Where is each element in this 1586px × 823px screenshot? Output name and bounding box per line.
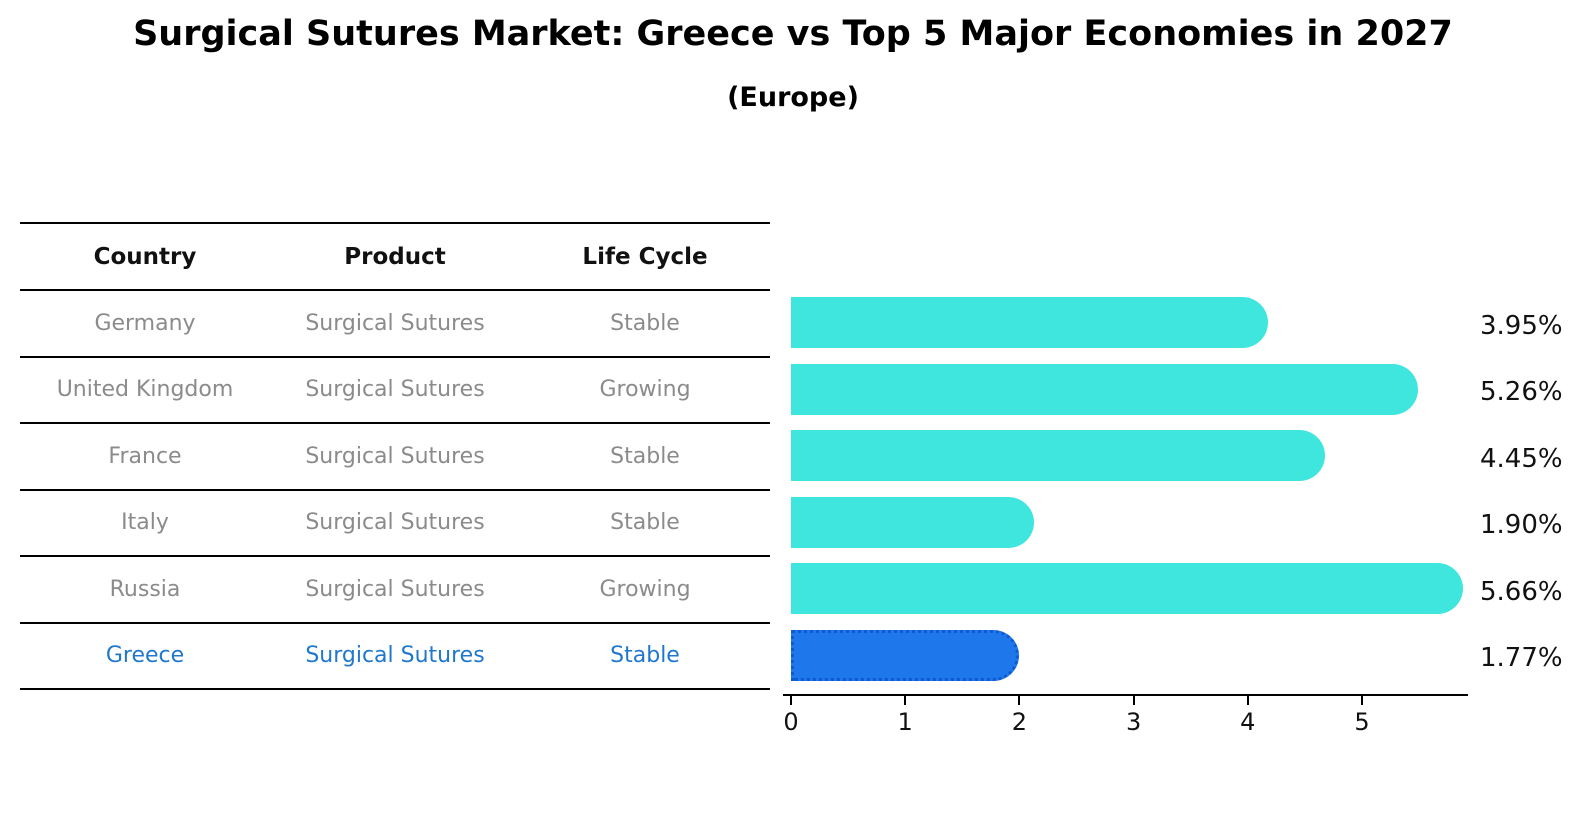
cell-product: Surgical Sutures bbox=[305, 643, 485, 669]
x-tick-label: 0 bbox=[783, 708, 799, 736]
cell-product: Surgical Sutures bbox=[305, 576, 485, 602]
x-tick-label: 1 bbox=[897, 708, 913, 736]
chart-title: Surgical Sutures Market: Greece vs Top 5… bbox=[133, 14, 1453, 54]
summary-table: Country Product Life Cycle Germany Surgic… bbox=[20, 222, 770, 690]
cell-life-cycle: Growing bbox=[599, 377, 691, 403]
cell-product: Surgical Sutures bbox=[305, 443, 485, 469]
x-tick-label: 2 bbox=[1011, 708, 1028, 736]
cell-life-cycle: Stable bbox=[610, 643, 680, 669]
x-tick-mark bbox=[904, 696, 907, 705]
bar-united-kingdom bbox=[791, 363, 1418, 415]
x-tick-mark bbox=[1361, 696, 1363, 705]
cell-product: Surgical Sutures bbox=[305, 377, 485, 403]
bar-greece bbox=[791, 629, 1020, 681]
value-label-italy: 1.90% bbox=[1480, 510, 1563, 540]
cell-life-cycle: Stable bbox=[610, 443, 680, 469]
x-tick-mark bbox=[1246, 696, 1249, 705]
x-tick-mark bbox=[1018, 696, 1021, 705]
table-row-germany: Germany Surgical Sutures Stable bbox=[20, 291, 770, 358]
value-label-germany: 3.95% bbox=[1480, 310, 1563, 341]
column-header-life-cycle: Life Cycle bbox=[582, 243, 708, 270]
cell-product: Surgical Sutures bbox=[305, 510, 485, 536]
bar-italy bbox=[791, 496, 1034, 548]
x-tick-mark bbox=[1132, 696, 1135, 705]
table-header-row: Country Product Life Cycle bbox=[20, 222, 770, 291]
table-row-france: France Surgical Sutures Stable bbox=[20, 424, 770, 491]
x-tick-label: 5 bbox=[1354, 708, 1370, 736]
cell-country: Russia bbox=[109, 576, 181, 602]
bar-france bbox=[791, 430, 1326, 481]
chart-subtitle: (Europe) bbox=[727, 82, 859, 113]
column-header-country: Country bbox=[93, 243, 197, 270]
table-row-italy: Italy Surgical Sutures Stable bbox=[20, 491, 770, 557]
x-tick-mark bbox=[790, 696, 792, 705]
cell-country: Greece bbox=[105, 643, 185, 669]
bar-russia bbox=[791, 563, 1464, 614]
table-row-united-kingdom: United Kingdom Surgical Sutures Growing bbox=[20, 358, 770, 424]
cell-life-cycle: Stable bbox=[610, 510, 680, 536]
value-label-russia: 5.66% bbox=[1480, 576, 1563, 607]
cell-country: Germany bbox=[94, 310, 196, 336]
value-label-greece: 1.77% bbox=[1480, 643, 1563, 673]
value-label-united-kingdom: 5.26% bbox=[1480, 377, 1563, 407]
column-header-product: Product bbox=[344, 243, 446, 270]
value-label-france: 4.45% bbox=[1480, 443, 1563, 474]
cell-product: Surgical Sutures bbox=[305, 310, 485, 336]
cell-country: Italy bbox=[121, 510, 169, 536]
table-row-russia: Russia Surgical Sutures Growing bbox=[20, 557, 770, 624]
cell-country: France bbox=[108, 443, 182, 469]
cell-life-cycle: Growing bbox=[599, 576, 691, 602]
table-body: Germany Surgical Sutures Stable United King… bbox=[20, 291, 770, 690]
x-tick-label: 4 bbox=[1240, 708, 1256, 736]
x-axis-line bbox=[783, 694, 1468, 696]
cell-life-cycle: Stable bbox=[610, 310, 680, 336]
cell-country: United Kingdom bbox=[56, 377, 234, 403]
table-row-greece: Greece Surgical Sutures Stable bbox=[20, 624, 770, 690]
x-tick-label: 3 bbox=[1125, 708, 1142, 736]
bar-germany bbox=[791, 297, 1269, 348]
